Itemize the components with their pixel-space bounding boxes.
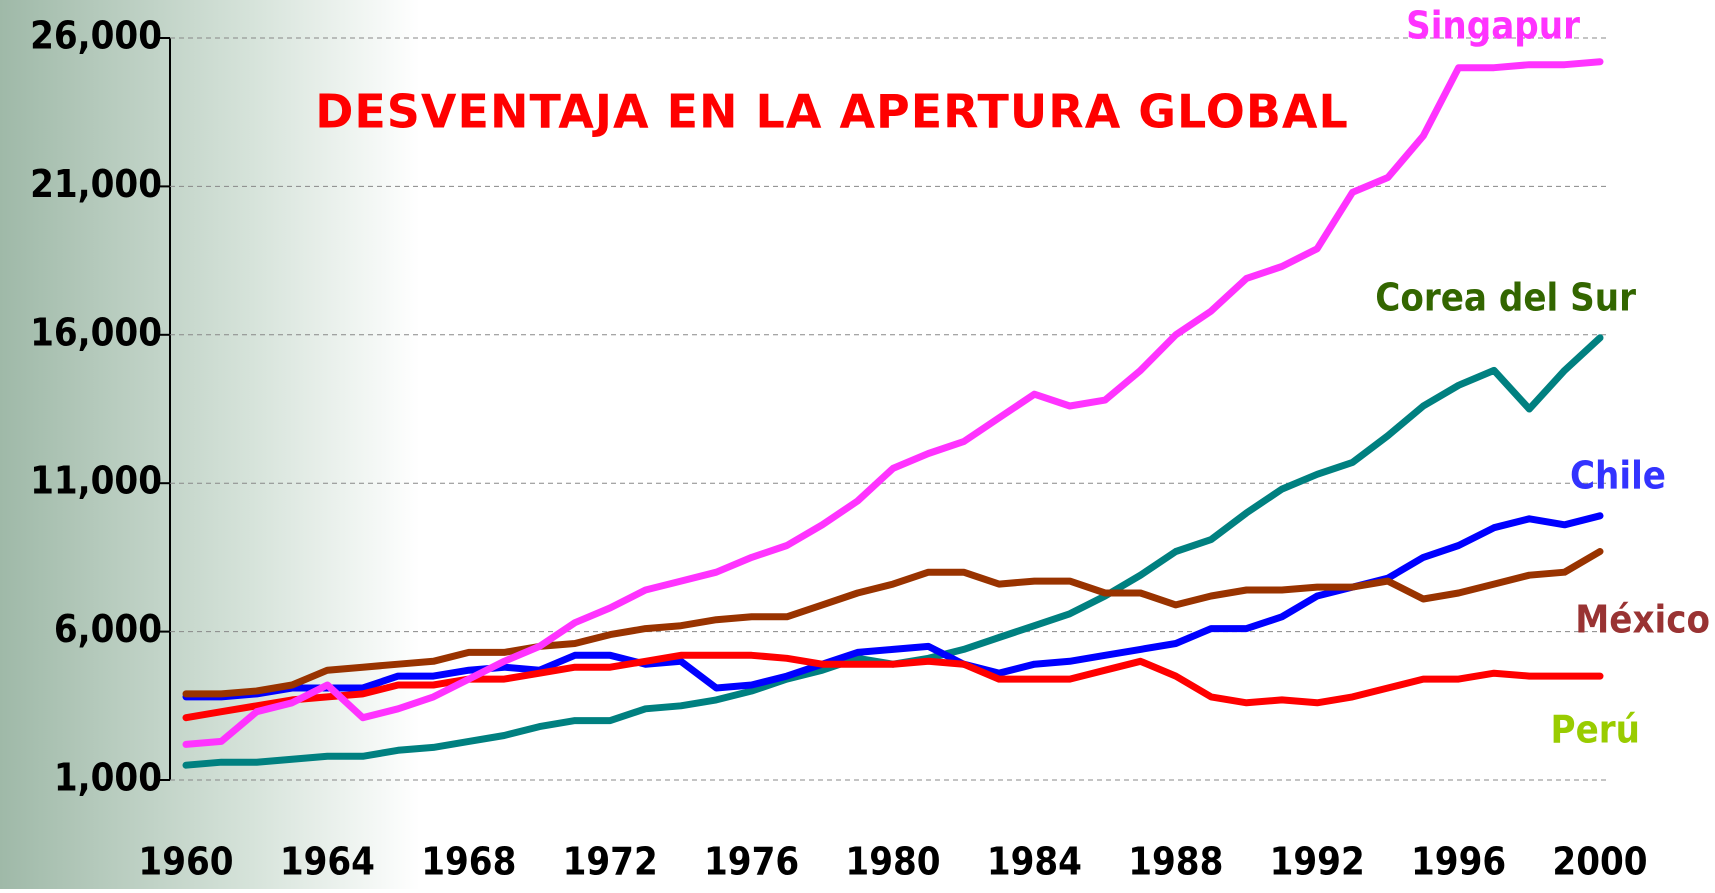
y-tick-label: 11,000 xyxy=(30,459,162,503)
y-tick-label: 21,000 xyxy=(30,162,162,206)
x-tick-label: 1964 xyxy=(280,840,375,884)
x-tick-label: 1976 xyxy=(704,840,799,884)
page: DESVENTAJA EN LA APERTURA GLOBAL 1,000 6,… xyxy=(0,0,1715,889)
x-tick-label: 1992 xyxy=(1270,840,1365,884)
x-tick-label: 1968 xyxy=(421,840,516,884)
y-tick-label: 26,000 xyxy=(30,14,162,58)
series-label: Chile xyxy=(1570,454,1666,498)
y-tick-label: 16,000 xyxy=(30,310,162,354)
chart: DESVENTAJA EN LA APERTURA GLOBAL 1,000 6,… xyxy=(0,0,1715,889)
chart-title: DESVENTAJA EN LA APERTURA GLOBAL xyxy=(315,85,1349,139)
y-tick-label: 6,000 xyxy=(54,607,162,651)
series-label: Singapur xyxy=(1406,4,1580,48)
series-label: Corea del Sur xyxy=(1375,276,1636,320)
x-tick-label: 1972 xyxy=(563,840,658,884)
y-tick-label: 1,000 xyxy=(54,756,162,800)
x-tick-label: 1988 xyxy=(1128,840,1223,884)
series-label: México xyxy=(1575,598,1710,642)
x-tick-label: 2000 xyxy=(1552,840,1647,884)
x-tick-label: 1960 xyxy=(138,840,233,884)
series-label: Perú xyxy=(1551,708,1640,752)
x-tick-label: 1984 xyxy=(987,840,1082,884)
x-tick-label: 1980 xyxy=(845,840,940,884)
x-tick-label: 1996 xyxy=(1411,840,1506,884)
